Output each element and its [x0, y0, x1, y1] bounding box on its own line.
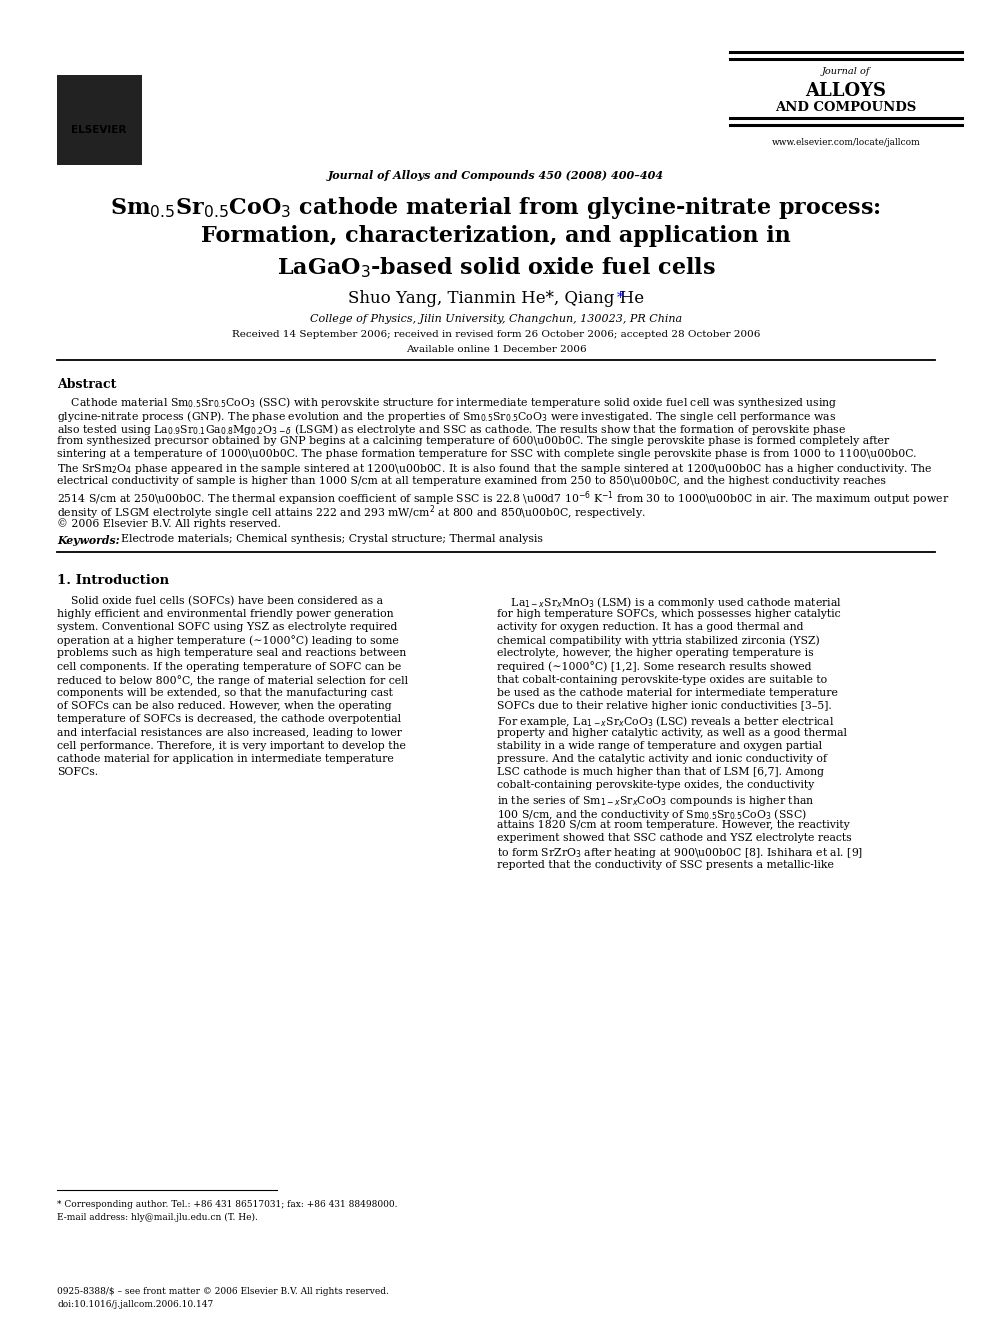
Text: © 2006 Elsevier B.V. All rights reserved.: © 2006 Elsevier B.V. All rights reserved… — [57, 519, 281, 529]
Text: reduced to below 800°C, the range of material selection for cell: reduced to below 800°C, the range of mat… — [57, 675, 408, 685]
Text: required (∼1000°C) [1,2]. Some research results showed: required (∼1000°C) [1,2]. Some research … — [497, 662, 811, 672]
Text: that cobalt-containing perovskite-type oxides are suitable to: that cobalt-containing perovskite-type o… — [497, 675, 827, 685]
Text: of SOFCs can be also reduced. However, when the operating: of SOFCs can be also reduced. However, w… — [57, 701, 392, 710]
Text: Shuo Yang, Tianmin He*, Qiang He: Shuo Yang, Tianmin He*, Qiang He — [348, 290, 644, 307]
Text: * Corresponding author. Tel.: +86 431 86517031; fax: +86 431 88498000.: * Corresponding author. Tel.: +86 431 86… — [57, 1200, 398, 1209]
Text: electrical conductivity of sample is higher than 1000 S/cm at all temperature ex: electrical conductivity of sample is hig… — [57, 476, 886, 486]
Text: problems such as high temperature seal and reactions between: problems such as high temperature seal a… — [57, 648, 407, 659]
Text: ALLOYS: ALLOYS — [806, 82, 887, 101]
Text: Cathode material Sm$_{0.5}$Sr$_{0.5}$CoO$_3$ (SSC) with perovskite structure for: Cathode material Sm$_{0.5}$Sr$_{0.5}$CoO… — [57, 396, 837, 410]
Text: La$_{1-x}$Sr$_x$MnO$_3$ (LSM) is a commonly used cathode material: La$_{1-x}$Sr$_x$MnO$_3$ (LSM) is a commo… — [497, 595, 842, 610]
Text: LSC cathode is much higher than that of LSM [6,7]. Among: LSC cathode is much higher than that of … — [497, 767, 824, 777]
Text: 1. Introduction: 1. Introduction — [57, 573, 169, 586]
Text: electrolyte, however, the higher operating temperature is: electrolyte, however, the higher operati… — [497, 648, 813, 659]
Text: temperature of SOFCs is decreased, the cathode overpotential: temperature of SOFCs is decreased, the c… — [57, 714, 401, 724]
Text: SOFCs.: SOFCs. — [57, 767, 98, 777]
Text: cobalt-containing perovskite-type oxides, the conductivity: cobalt-containing perovskite-type oxides… — [497, 781, 814, 790]
Bar — [57, 75, 142, 165]
Text: doi:10.1016/j.jallcom.2006.10.147: doi:10.1016/j.jallcom.2006.10.147 — [57, 1301, 213, 1308]
Text: Received 14 September 2006; received in revised form 26 October 2006; accepted 2: Received 14 September 2006; received in … — [232, 329, 760, 339]
Text: The SrSm$_2$O$_4$ phase appeared in the sample sintered at 1200\u00b0C. It is al: The SrSm$_2$O$_4$ phase appeared in the … — [57, 463, 932, 476]
Text: density of LSGM electrolyte single cell attains 222 and 293 mW/cm$^2$ at 800 and: density of LSGM electrolyte single cell … — [57, 503, 646, 521]
Text: system. Conventional SOFC using YSZ as electrolyte required: system. Conventional SOFC using YSZ as e… — [57, 622, 398, 632]
Text: reported that the conductivity of SSC presents a metallic-like: reported that the conductivity of SSC pr… — [497, 860, 834, 869]
Text: Available online 1 December 2006: Available online 1 December 2006 — [406, 345, 586, 355]
Text: Journal of Alloys and Compounds 450 (2008) 400–404: Journal of Alloys and Compounds 450 (200… — [328, 169, 664, 181]
Text: also tested using La$_{0.9}$Sr$_{0.1}$Ga$_{0.8}$Mg$_{0.2}$O$_{3-\delta}$ (LSGM) : also tested using La$_{0.9}$Sr$_{0.1}$Ga… — [57, 422, 846, 437]
Text: Electrode materials; Chemical synthesis; Crystal structure; Thermal analysis: Electrode materials; Chemical synthesis;… — [114, 534, 543, 545]
Text: Sm$_{0.5}$Sr$_{0.5}$CoO$_3$ cathode material from glycine-nitrate process:: Sm$_{0.5}$Sr$_{0.5}$CoO$_3$ cathode mate… — [110, 194, 882, 221]
Text: www.elsevier.com/locate/jallcom: www.elsevier.com/locate/jallcom — [772, 138, 921, 147]
Text: cell performance. Therefore, it is very important to develop the: cell performance. Therefore, it is very … — [57, 741, 406, 750]
Text: in the series of Sm$_{1-x}$Sr$_x$CoO$_3$ compounds is higher than: in the series of Sm$_{1-x}$Sr$_x$CoO$_3$… — [497, 794, 814, 807]
Text: 100 S/cm, and the conductivity of Sm$_{0.5}$Sr$_{0.5}$CoO$_3$ (SSC): 100 S/cm, and the conductivity of Sm$_{0… — [497, 807, 806, 822]
Text: operation at a higher temperature (∼1000°C) leading to some: operation at a higher temperature (∼1000… — [57, 635, 399, 646]
Text: be used as the cathode material for intermediate temperature: be used as the cathode material for inte… — [497, 688, 838, 699]
Text: AND COMPOUNDS: AND COMPOUNDS — [776, 101, 917, 114]
Text: For example, La$_{1-x}$Sr$_x$CoO$_3$ (LSC) reveals a better electrical: For example, La$_{1-x}$Sr$_x$CoO$_3$ (LS… — [497, 714, 834, 729]
Text: from synthesized precursor obtained by GNP begins at a calcining temperature of : from synthesized precursor obtained by G… — [57, 435, 889, 446]
Text: Solid oxide fuel cells (SOFCs) have been considered as a: Solid oxide fuel cells (SOFCs) have been… — [57, 595, 383, 606]
Text: *: * — [617, 291, 624, 306]
Text: Formation, characterization, and application in: Formation, characterization, and applica… — [201, 225, 791, 247]
Text: glycine-nitrate process (GNP). The phase evolution and the properties of Sm$_{0.: glycine-nitrate process (GNP). The phase… — [57, 409, 836, 423]
Text: activity for oxygen reduction. It has a good thermal and: activity for oxygen reduction. It has a … — [497, 622, 804, 632]
Text: stability in a wide range of temperature and oxygen partial: stability in a wide range of temperature… — [497, 741, 822, 750]
Text: experiment showed that SSC cathode and YSZ electrolyte reacts: experiment showed that SSC cathode and Y… — [497, 833, 851, 843]
Text: ELSEVIER: ELSEVIER — [71, 124, 127, 135]
Text: for high temperature SOFCs, which possesses higher catalytic: for high temperature SOFCs, which posses… — [497, 609, 840, 619]
Text: E-mail address: hly@mail.jlu.edu.cn (T. He).: E-mail address: hly@mail.jlu.edu.cn (T. … — [57, 1213, 258, 1222]
Text: 0925-8388/$ – see front matter © 2006 Elsevier B.V. All rights reserved.: 0925-8388/$ – see front matter © 2006 El… — [57, 1287, 389, 1297]
Text: sintering at a temperature of 1000\u00b0C. The phase formation temperature for S: sintering at a temperature of 1000\u00b0… — [57, 448, 917, 459]
Text: attains 1820 S/cm at room temperature. However, the reactivity: attains 1820 S/cm at room temperature. H… — [497, 820, 850, 830]
Text: SOFCs due to their relative higher ionic conductivities [3–5].: SOFCs due to their relative higher ionic… — [497, 701, 831, 710]
Text: and interfacial resistances are also increased, leading to lower: and interfacial resistances are also inc… — [57, 728, 402, 737]
Text: pressure. And the catalytic activity and ionic conductivity of: pressure. And the catalytic activity and… — [497, 754, 827, 763]
Text: chemical compatibility with yttria stabilized zirconia (YSZ): chemical compatibility with yttria stabi… — [497, 635, 819, 646]
Text: components will be extended, so that the manufacturing cast: components will be extended, so that the… — [57, 688, 393, 699]
Text: LaGaO$_3$-based solid oxide fuel cells: LaGaO$_3$-based solid oxide fuel cells — [277, 255, 715, 279]
Text: 2514 S/cm at 250\u00b0C. The thermal expansion coefficient of sample SSC is 22.8: 2514 S/cm at 250\u00b0C. The thermal exp… — [57, 490, 949, 508]
Text: Abstract: Abstract — [57, 378, 116, 392]
Text: cell components. If the operating temperature of SOFC can be: cell components. If the operating temper… — [57, 662, 401, 672]
Text: College of Physics, Jilin University, Changchun, 130023, PR China: College of Physics, Jilin University, Ch… — [310, 314, 682, 324]
Text: Journal of: Journal of — [821, 67, 870, 75]
Text: property and higher catalytic activity, as well as a good thermal: property and higher catalytic activity, … — [497, 728, 847, 737]
Text: highly efficient and environmental friendly power generation: highly efficient and environmental frien… — [57, 609, 394, 619]
Text: to form SrZrO$_3$ after heating at 900\u00b0C [8]. Ishihara et al. [9]: to form SrZrO$_3$ after heating at 900\u… — [497, 847, 863, 860]
Text: Keywords:: Keywords: — [57, 534, 120, 545]
Text: cathode material for application in intermediate temperature: cathode material for application in inte… — [57, 754, 394, 763]
